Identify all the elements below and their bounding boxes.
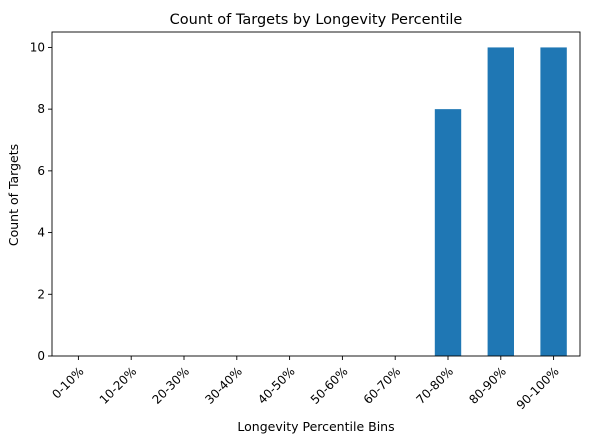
y-tick-label: 0 (37, 349, 45, 363)
y-axis: 0 2 4 6 8 10 (30, 40, 52, 363)
y-tick-label: 10 (30, 40, 45, 54)
bar-80-90% (487, 47, 514, 357)
chart-title: Count of Targets by Longevity Percentile (170, 12, 463, 28)
y-tick-label: 4 (37, 226, 45, 240)
y-tick-label: 6 (37, 164, 45, 178)
x-tick-label: 20-30% (149, 364, 192, 407)
x-tick-label: 0-10% (49, 364, 86, 401)
x-tick-label: 30-40% (202, 364, 245, 407)
plot-frame (51, 31, 581, 357)
x-axis-title: Longevity Percentile Bins (237, 419, 394, 434)
bar-70-80% (434, 109, 462, 357)
x-tick-label: 70-80% (413, 364, 456, 407)
x-axis: 0-10% 10-20% 20-30% 30-40% 40-50% 50-60% 60-70… (49, 356, 562, 412)
y-axis-title: Count of Targets (6, 144, 21, 246)
x-tick-label: 50-60% (308, 364, 351, 407)
x-tick-label: 10-20% (97, 364, 140, 407)
y-tick-label: 2 (37, 287, 45, 301)
bar-90-100% (540, 47, 567, 357)
y-tick-label: 8 (37, 102, 45, 116)
x-tick-label: 40-50% (255, 364, 298, 407)
plot-area (51, 31, 581, 357)
x-tick-label: 60-70% (361, 364, 404, 407)
x-tick-label: 90-100% (514, 364, 562, 412)
x-tick-label: 80-90% (466, 364, 509, 407)
